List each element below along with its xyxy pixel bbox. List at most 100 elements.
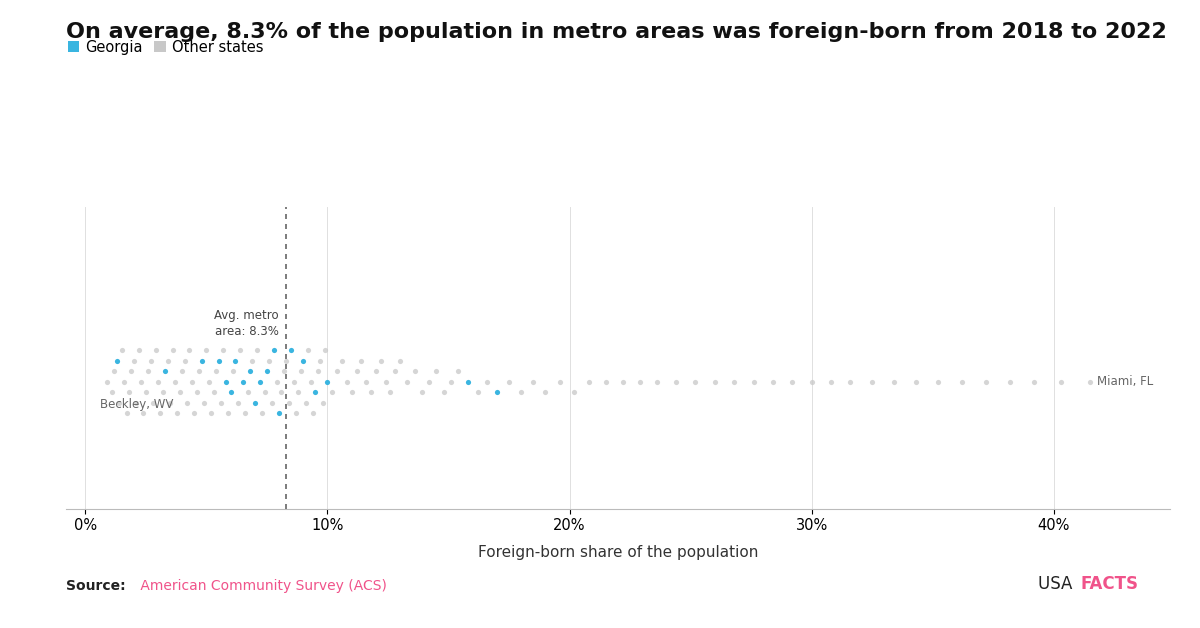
Point bbox=[744, 377, 763, 387]
Point bbox=[170, 387, 190, 398]
Point bbox=[706, 377, 725, 387]
Point bbox=[185, 408, 204, 418]
Point bbox=[142, 355, 161, 365]
Point bbox=[308, 366, 328, 376]
Point bbox=[1080, 377, 1099, 387]
Point bbox=[161, 398, 180, 408]
Point bbox=[206, 366, 226, 376]
Point bbox=[182, 377, 202, 387]
Point bbox=[323, 387, 342, 398]
Point bbox=[245, 398, 264, 408]
Point bbox=[347, 366, 366, 376]
Point bbox=[211, 398, 230, 408]
Point bbox=[102, 387, 121, 398]
Point bbox=[187, 387, 206, 398]
Point bbox=[240, 366, 259, 376]
Point bbox=[296, 398, 316, 408]
Point bbox=[166, 377, 185, 387]
Point bbox=[277, 355, 296, 365]
Point bbox=[270, 408, 289, 418]
Text: On average, 8.3% of the population in metro areas was foreign-born from 2018 to : On average, 8.3% of the population in me… bbox=[66, 22, 1166, 42]
Point bbox=[316, 345, 335, 355]
Point bbox=[337, 377, 356, 387]
Point bbox=[822, 377, 841, 387]
Point bbox=[420, 377, 439, 387]
Point bbox=[442, 377, 461, 387]
Point bbox=[173, 366, 192, 376]
Text: FACTS: FACTS bbox=[1080, 575, 1138, 593]
Point bbox=[218, 408, 238, 418]
Point bbox=[146, 345, 166, 355]
Point bbox=[254, 387, 274, 398]
Point bbox=[97, 377, 116, 387]
Point bbox=[301, 377, 320, 387]
Point bbox=[565, 387, 584, 398]
Point bbox=[551, 377, 570, 387]
Point bbox=[204, 387, 223, 398]
Point bbox=[280, 398, 299, 408]
Point bbox=[304, 408, 323, 418]
Point bbox=[180, 345, 199, 355]
Text: Source:: Source: bbox=[66, 580, 126, 593]
Point bbox=[112, 345, 131, 355]
X-axis label: Foreign-born share of the population: Foreign-born share of the population bbox=[478, 544, 758, 560]
Point bbox=[458, 377, 478, 387]
Point bbox=[216, 377, 235, 387]
Point bbox=[144, 398, 163, 408]
Point bbox=[265, 345, 284, 355]
Text: USA: USA bbox=[1038, 575, 1078, 593]
Point bbox=[802, 377, 821, 387]
Point bbox=[230, 345, 250, 355]
Point bbox=[841, 377, 860, 387]
Point bbox=[175, 355, 194, 365]
Point bbox=[380, 387, 400, 398]
Point bbox=[356, 377, 376, 387]
Point bbox=[238, 387, 257, 398]
Point bbox=[666, 377, 685, 387]
Point bbox=[580, 377, 599, 387]
Point bbox=[686, 377, 706, 387]
Point bbox=[371, 355, 390, 365]
Point bbox=[154, 387, 173, 398]
Point bbox=[906, 377, 925, 387]
Point bbox=[158, 355, 178, 365]
Point bbox=[313, 398, 332, 408]
Point bbox=[282, 345, 301, 355]
Point bbox=[478, 377, 497, 387]
Point bbox=[252, 408, 271, 418]
Point bbox=[197, 345, 216, 355]
Point bbox=[318, 377, 337, 387]
Point bbox=[311, 355, 330, 365]
Text: Avg. metro
area: 8.3%: Avg. metro area: 8.3% bbox=[215, 309, 280, 338]
Point bbox=[233, 377, 252, 387]
Point bbox=[1001, 377, 1020, 387]
Point bbox=[257, 366, 276, 376]
Point bbox=[247, 345, 266, 355]
Point bbox=[289, 387, 308, 398]
Point bbox=[863, 377, 882, 387]
Point bbox=[596, 377, 616, 387]
Point bbox=[163, 345, 182, 355]
Point bbox=[214, 345, 233, 355]
Point bbox=[151, 408, 170, 418]
Point bbox=[178, 398, 197, 408]
Point bbox=[199, 377, 218, 387]
Point bbox=[139, 366, 158, 376]
Point bbox=[535, 387, 554, 398]
Point bbox=[221, 387, 240, 398]
Point bbox=[235, 408, 254, 418]
Point bbox=[124, 355, 143, 365]
Point bbox=[511, 387, 530, 398]
Point bbox=[121, 366, 140, 376]
Point bbox=[468, 387, 487, 398]
Point bbox=[228, 398, 247, 408]
Point bbox=[1025, 377, 1044, 387]
Point bbox=[434, 387, 454, 398]
Point bbox=[223, 366, 242, 376]
Point bbox=[306, 387, 325, 398]
Point bbox=[127, 398, 146, 408]
Point bbox=[137, 387, 156, 398]
Point bbox=[130, 345, 149, 355]
Point bbox=[284, 377, 304, 387]
Point bbox=[292, 366, 311, 376]
